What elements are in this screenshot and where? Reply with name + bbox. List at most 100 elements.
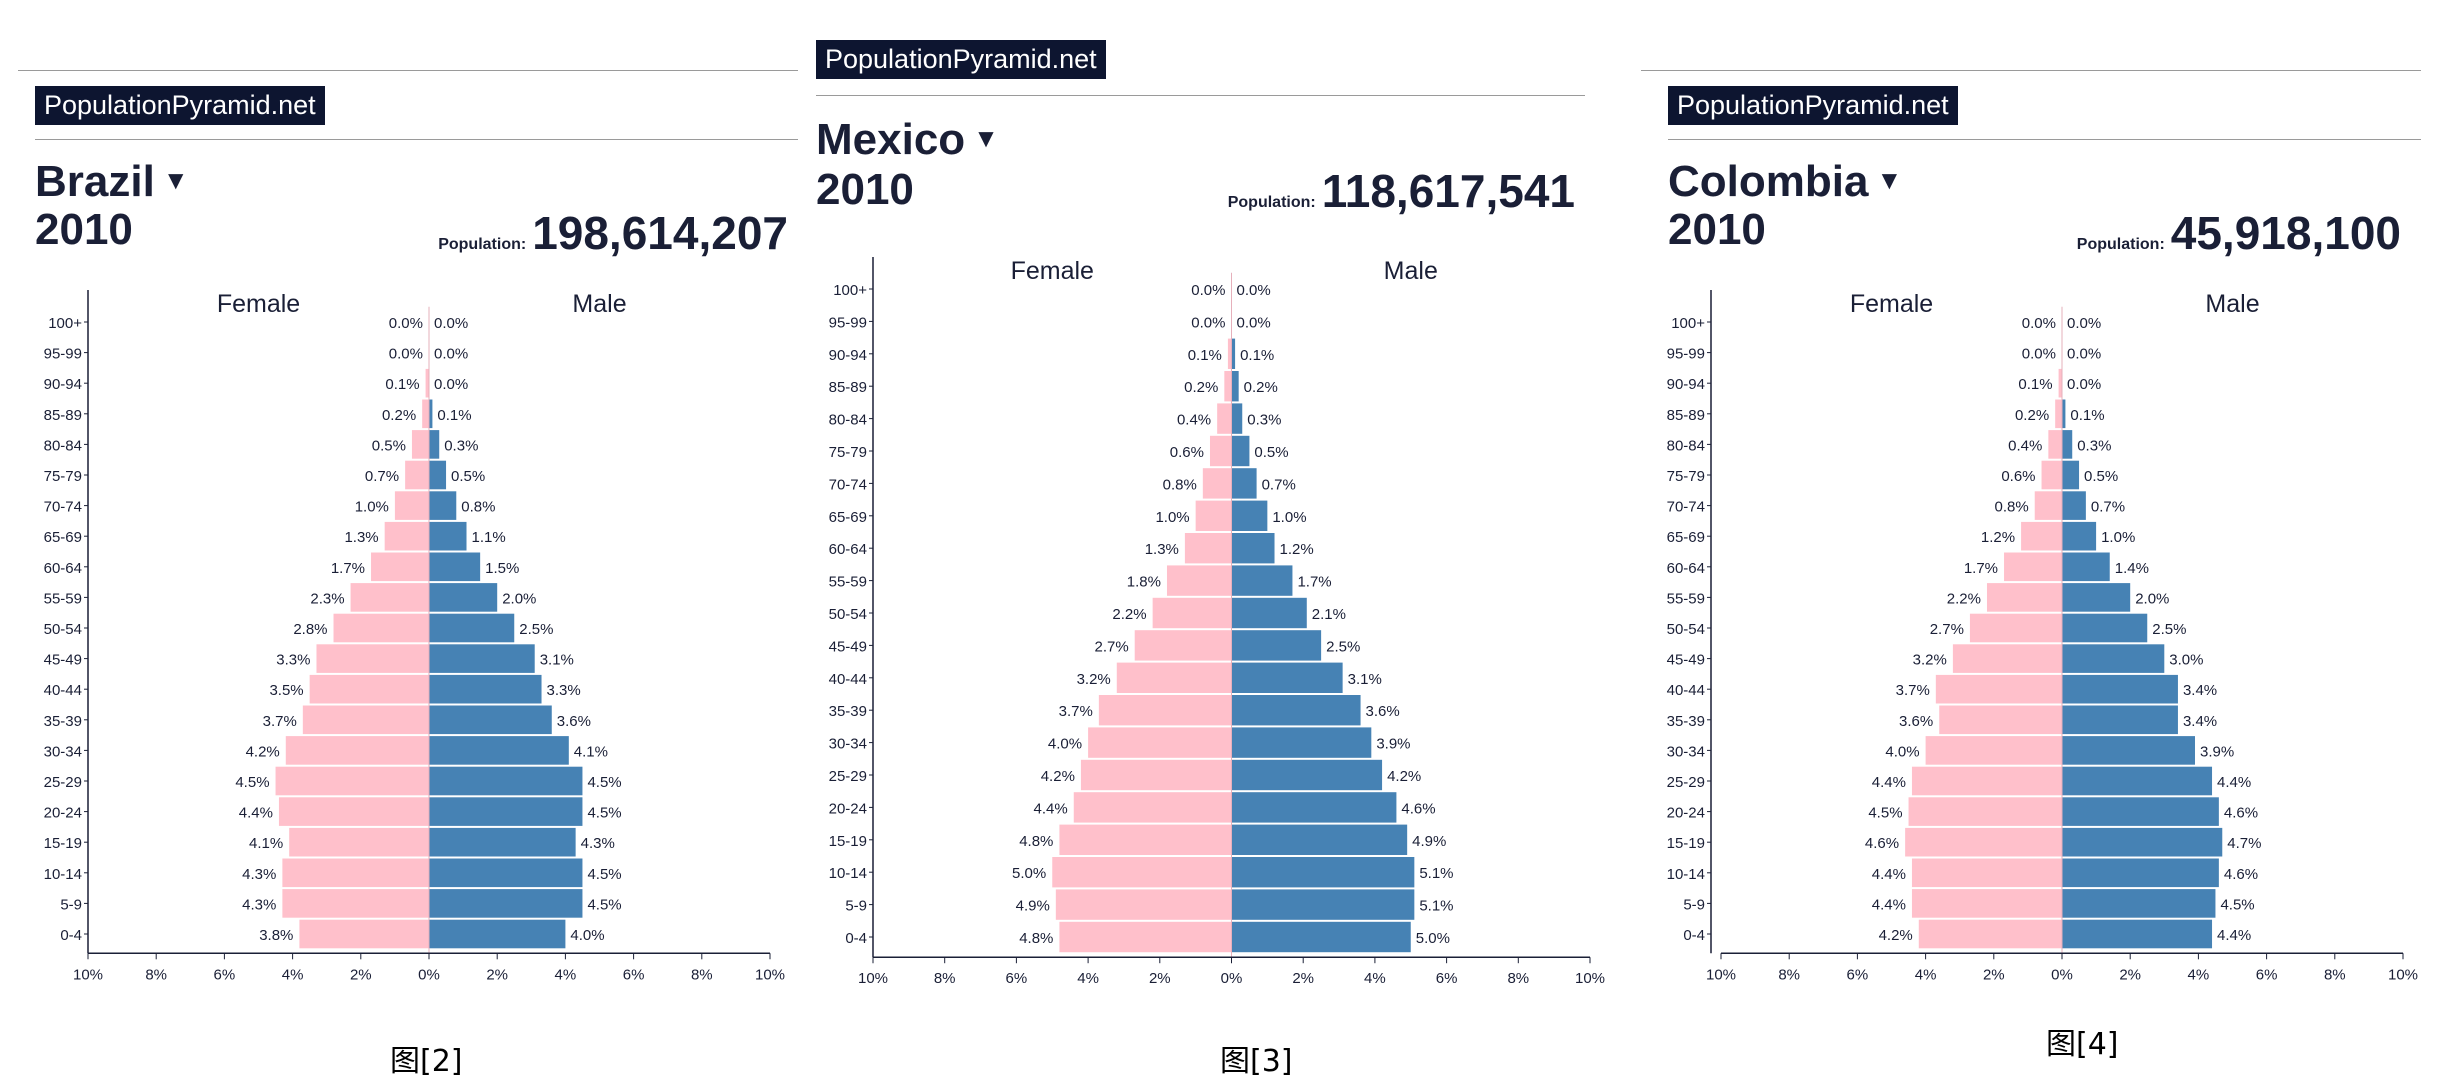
age-label: 55-59	[1667, 590, 1705, 607]
male-bar	[1231, 597, 1307, 629]
female-bar	[1925, 736, 2062, 765]
population-label: Population:	[438, 236, 527, 253]
female-value-label: 0.0%	[1191, 314, 1225, 331]
x-tick-label: 2%	[2119, 966, 2141, 983]
dropdown-caret-icon[interactable]: ▼	[973, 123, 999, 154]
top-divider	[1641, 70, 2421, 71]
x-tick-label: 6%	[623, 966, 645, 983]
age-label: 85-89	[1667, 407, 1705, 424]
top-divider	[18, 70, 798, 71]
population-pyramid-chart: Female Male 100+ 0.0% 0.0% 95-99 0.0% 0.0% 90-94…	[1667, 290, 2418, 983]
female-bar	[1166, 565, 1232, 596]
female-value-label: 3.7%	[1059, 703, 1093, 720]
age-label: 75-79	[44, 468, 82, 485]
female-bar	[1969, 613, 2062, 643]
figure-caption: 图[2]	[390, 1044, 463, 1079]
country-selector[interactable]: Mexico ▼	[816, 116, 999, 166]
brand-badge[interactable]: PopulationPyramid.net	[1668, 86, 1958, 125]
age-label: 85-89	[44, 407, 82, 424]
female-value-label: 1.0%	[1155, 509, 1189, 526]
female-value-label: 4.5%	[235, 774, 269, 791]
male-bar	[2062, 736, 2195, 765]
x-tick-label: 4%	[2188, 966, 2210, 983]
dropdown-caret-icon[interactable]: ▼	[162, 165, 189, 196]
male-value-label: 4.6%	[1401, 800, 1435, 817]
male-bar	[429, 399, 433, 429]
pyramid-panel-brazil: PopulationPyramid.net Brazil ▼ 2010 Popul…	[18, 0, 798, 1088]
female-bar	[1195, 500, 1232, 531]
age-label: 75-79	[829, 444, 867, 461]
male-value-label: 0.1%	[2070, 407, 2104, 424]
female-bar	[1908, 797, 2062, 826]
age-label: 40-44	[44, 682, 82, 699]
age-label: 60-64	[829, 541, 867, 558]
x-tick-label: 4%	[1077, 970, 1099, 987]
age-label: 15-19	[44, 835, 82, 852]
x-tick-label: 6%	[2256, 966, 2278, 983]
male-bar	[1231, 759, 1383, 791]
age-label: 100+	[48, 315, 82, 332]
population-label: Population:	[1227, 194, 1316, 211]
age-label: 15-19	[1667, 835, 1705, 852]
male-bar	[2062, 889, 2216, 918]
x-tick-label: 2%	[1983, 966, 2005, 983]
age-label: 70-74	[1667, 499, 1705, 516]
male-value-label: 0.3%	[444, 437, 478, 454]
male-value-label: 4.6%	[2224, 805, 2258, 822]
female-value-label: 1.7%	[1964, 560, 1998, 577]
dropdown-caret-icon[interactable]: ▼	[1876, 165, 1903, 196]
female-value-label: 0.0%	[1191, 282, 1225, 299]
male-bar	[429, 521, 467, 551]
female-value-label: 1.3%	[1145, 541, 1179, 558]
female-value-label: 4.1%	[249, 835, 283, 852]
male-bar	[429, 552, 481, 582]
pyramid-panel-colombia: PopulationPyramid.net Colombia ▼ 2010 Pop…	[1641, 0, 2421, 1088]
male-bar	[2062, 460, 2080, 490]
female-value-label: 1.7%	[331, 560, 365, 577]
female-bar	[1224, 371, 1232, 402]
male-bar	[2062, 552, 2110, 582]
age-label: 40-44	[829, 671, 867, 688]
male-value-label: 4.7%	[2227, 835, 2261, 852]
country-selector[interactable]: Colombia ▼	[1668, 158, 1902, 208]
male-value-label: 4.5%	[587, 805, 621, 822]
female-value-label: 4.3%	[242, 866, 276, 883]
male-bar	[2062, 766, 2213, 796]
population-label: Population:	[2076, 236, 2165, 253]
female-value-label: 0.2%	[1184, 379, 1218, 396]
female-value-label: 4.2%	[1041, 768, 1075, 785]
male-value-label: 5.1%	[1419, 865, 1453, 882]
female-bar	[1905, 827, 2062, 857]
female-value-label: 4.4%	[1872, 774, 1906, 791]
female-bar	[1918, 919, 2062, 949]
brand-badge[interactable]: PopulationPyramid.net	[35, 86, 325, 125]
male-bar	[1231, 468, 1257, 499]
male-value-label: 4.5%	[587, 896, 621, 913]
female-value-label: 4.9%	[1016, 898, 1050, 915]
male-bar	[2062, 705, 2178, 735]
female-value-label: 3.2%	[1913, 652, 1947, 669]
male-value-label: 4.5%	[587, 774, 621, 791]
male-value-label: 3.1%	[540, 652, 574, 669]
male-value-label: 4.4%	[2217, 927, 2251, 944]
age-label: 25-29	[829, 768, 867, 785]
age-label: 75-79	[1667, 468, 1705, 485]
female-bar	[1152, 597, 1232, 629]
male-value-label: 3.6%	[557, 713, 591, 730]
male-value-label: 3.9%	[2200, 743, 2234, 760]
age-label: 20-24	[829, 800, 867, 817]
male-value-label: 1.0%	[1272, 509, 1306, 526]
male-bar	[2062, 827, 2223, 857]
age-label: 20-24	[44, 805, 82, 822]
female-bar	[2041, 460, 2062, 490]
age-label: 50-54	[829, 606, 867, 623]
male-value-label: 0.5%	[451, 468, 485, 485]
female-bar	[1952, 644, 2062, 673]
female-value-label: 2.3%	[310, 590, 344, 607]
country-selector[interactable]: Brazil ▼	[35, 158, 189, 208]
male-value-label: 1.2%	[1280, 541, 1314, 558]
male-bar	[1231, 500, 1268, 531]
x-tick-label: 8%	[934, 970, 956, 987]
brand-badge[interactable]: PopulationPyramid.net	[816, 40, 1106, 79]
header-divider	[35, 139, 798, 140]
